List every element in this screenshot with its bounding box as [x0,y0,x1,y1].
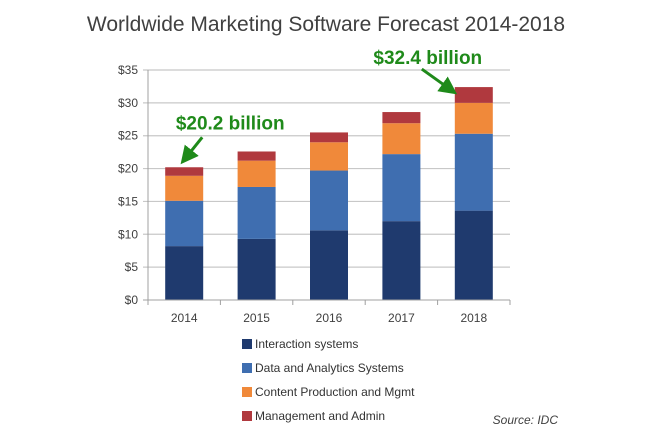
bar-segment [310,230,348,300]
x-axis: 2014 2015 2016 2017 2018 [143,299,511,325]
annotation-label: $32.4 billion [373,48,482,69]
y-axis: $0 $5 $10 $15 $20 $25 $30 $35 [118,63,149,307]
bar-segment [237,186,276,239]
legend-swatch [242,387,252,397]
bar-segment [310,132,348,143]
legend-swatch [242,363,252,373]
chart-title: Worldwide Marketing Software Forecast 20… [87,13,565,36]
legend: Interaction systems Data and Analytics Sy… [242,337,415,423]
x-tick-label: 2017 [388,311,415,325]
bar-segment [237,151,276,161]
y-tick-label: $30 [118,96,138,110]
legend-label: Content Production and Mgmt [255,385,415,399]
source-label: Source: IDC [493,413,559,427]
x-tick-label: 2015 [243,311,270,325]
legend-label: Interaction systems [255,337,358,351]
legend-label: Management and Admin [255,409,385,423]
bar-segment [382,123,421,155]
y-tick-label: $35 [118,63,138,77]
legend-swatch [242,411,252,421]
y-tick-label: $15 [118,194,138,208]
bar-segment [454,102,493,134]
y-tick-label: $5 [125,260,139,274]
annotation-arrow [180,136,204,165]
y-tick-label: $0 [125,293,139,307]
bar-segment [382,112,421,124]
bar-segment [237,160,276,187]
bars [165,87,493,300]
y-tick-label: $25 [118,129,138,143]
annotation-arrow [420,67,458,95]
bar-segment [454,133,493,211]
bar-segment [382,154,421,222]
y-tick-label: $10 [118,227,138,241]
x-tick-label: 2018 [460,311,487,325]
bar-segment [165,175,204,201]
x-tick-label: 2014 [171,311,198,325]
bar-segment [165,167,204,176]
bar-segment [237,238,276,300]
bar-segment [454,87,493,103]
bar-segment [310,170,348,231]
bar-segment [165,200,204,247]
annotation-label: $20.2 billion [176,113,285,134]
legend-swatch [242,339,252,349]
y-tick-label: $20 [118,162,138,176]
legend-label: Data and Analytics Systems [255,361,404,375]
bar-segment [454,210,493,300]
bar-segment [310,142,348,171]
x-tick-label: 2016 [316,311,343,325]
bar-segment [165,246,204,300]
bar-segment [382,221,421,300]
annotations: $20.2 billion $32.4 billion [176,48,482,165]
